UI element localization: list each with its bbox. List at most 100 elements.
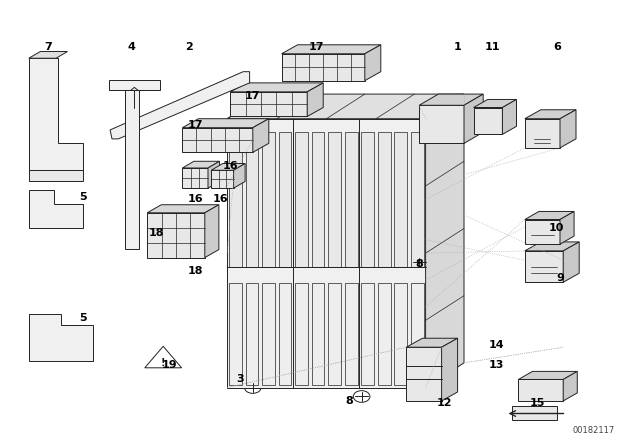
Polygon shape: [525, 211, 574, 220]
Bar: [345, 283, 358, 385]
Text: 10: 10: [549, 224, 564, 233]
Polygon shape: [563, 242, 579, 282]
Text: 18: 18: [188, 266, 203, 276]
Text: 8: 8: [415, 259, 423, 269]
Bar: [378, 132, 390, 267]
Circle shape: [36, 108, 49, 116]
Polygon shape: [147, 205, 219, 213]
Text: 14: 14: [488, 340, 504, 350]
Text: 16: 16: [213, 194, 228, 204]
Text: 5: 5: [79, 313, 87, 323]
Bar: [229, 283, 242, 385]
Circle shape: [127, 182, 137, 190]
Bar: [378, 283, 390, 385]
Text: 17: 17: [245, 91, 260, 101]
Bar: [411, 132, 424, 267]
Polygon shape: [525, 220, 560, 244]
Text: 9: 9: [556, 273, 564, 283]
Polygon shape: [182, 168, 208, 188]
Text: 17: 17: [309, 42, 324, 52]
Bar: [295, 283, 308, 385]
Bar: [394, 283, 407, 385]
Text: 15: 15: [530, 398, 545, 408]
Circle shape: [127, 218, 137, 225]
Polygon shape: [29, 190, 83, 228]
Text: 1: 1: [454, 42, 461, 52]
Text: 18: 18: [149, 228, 164, 238]
Text: 17: 17: [188, 121, 203, 130]
Polygon shape: [560, 110, 576, 148]
Polygon shape: [474, 108, 502, 134]
Text: 00182117: 00182117: [572, 426, 614, 435]
Polygon shape: [560, 211, 574, 244]
Circle shape: [127, 82, 136, 88]
Polygon shape: [464, 94, 483, 143]
Bar: [328, 132, 341, 267]
Bar: [512, 406, 557, 420]
Bar: [345, 132, 358, 267]
Polygon shape: [307, 83, 323, 116]
Text: 16: 16: [223, 161, 238, 171]
Polygon shape: [502, 99, 516, 134]
Polygon shape: [182, 161, 220, 168]
Bar: [279, 283, 291, 385]
Polygon shape: [525, 119, 560, 148]
Polygon shape: [365, 45, 381, 81]
Bar: [411, 283, 424, 385]
Bar: [246, 283, 259, 385]
Bar: [328, 283, 341, 385]
Circle shape: [411, 256, 428, 268]
Polygon shape: [419, 105, 464, 143]
Circle shape: [534, 125, 550, 135]
Text: 3: 3: [236, 374, 244, 383]
Polygon shape: [205, 205, 219, 258]
Text: 2: 2: [185, 42, 193, 52]
Polygon shape: [419, 94, 483, 105]
Text: 13: 13: [488, 360, 504, 370]
Polygon shape: [406, 347, 442, 401]
Circle shape: [244, 382, 261, 393]
Polygon shape: [110, 72, 250, 139]
Text: 6: 6: [553, 42, 561, 52]
Text: 7: 7: [44, 42, 52, 52]
Polygon shape: [234, 164, 245, 188]
Circle shape: [353, 391, 370, 402]
Polygon shape: [29, 52, 68, 58]
Polygon shape: [442, 338, 458, 401]
Polygon shape: [211, 164, 245, 170]
Text: !: !: [161, 358, 166, 368]
Bar: [394, 132, 407, 267]
Bar: [362, 132, 374, 267]
Bar: [312, 132, 324, 267]
Bar: [246, 132, 259, 267]
Polygon shape: [230, 83, 323, 92]
Polygon shape: [182, 119, 269, 128]
Circle shape: [40, 339, 50, 346]
Polygon shape: [406, 338, 458, 347]
Polygon shape: [211, 170, 234, 188]
Bar: [362, 283, 374, 385]
Text: 11: 11: [485, 42, 500, 52]
Polygon shape: [29, 170, 83, 181]
Circle shape: [127, 138, 137, 145]
Polygon shape: [227, 94, 464, 119]
Bar: [109, 80, 160, 90]
Polygon shape: [182, 128, 253, 152]
Text: 8: 8: [345, 396, 353, 406]
Polygon shape: [282, 45, 381, 54]
Text: 19: 19: [162, 360, 177, 370]
Polygon shape: [147, 213, 205, 258]
Polygon shape: [525, 251, 563, 282]
Circle shape: [36, 67, 49, 76]
Bar: [262, 283, 275, 385]
Polygon shape: [525, 242, 579, 251]
Polygon shape: [474, 99, 516, 108]
Bar: [229, 132, 242, 267]
Polygon shape: [518, 371, 577, 379]
Circle shape: [36, 148, 49, 157]
Text: 4: 4: [127, 42, 135, 52]
Text: 16: 16: [188, 194, 203, 204]
Text: 5: 5: [79, 192, 87, 202]
Polygon shape: [282, 54, 365, 81]
Polygon shape: [525, 110, 576, 119]
